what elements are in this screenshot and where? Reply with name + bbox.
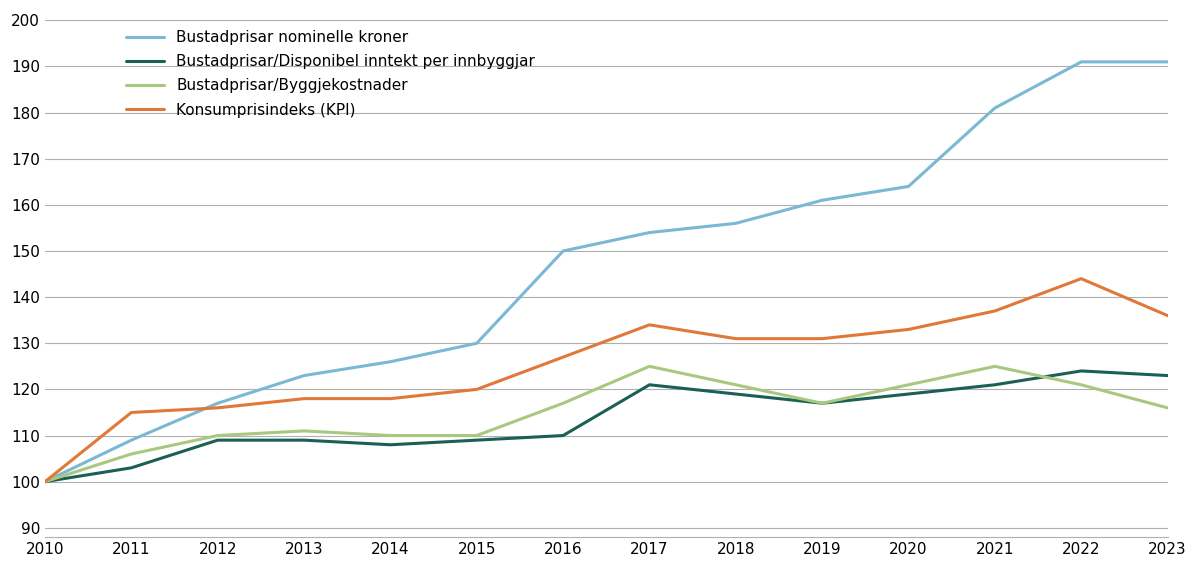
- Line: Bustadprisar/Disponibel inntekt per innbyggjar: Bustadprisar/Disponibel inntekt per innb…: [46, 371, 1168, 482]
- Bustadprisar/Disponibel inntekt per innbyggjar: [728, 391, 743, 398]
- Bustadprisar/Byggjekostnader: [125, 450, 139, 457]
- Bustadprisar/Byggjekostnader: [1161, 404, 1175, 411]
- Bustadprisar/Disponibel inntekt per innbyggjar: [642, 381, 657, 388]
- Konsumprisindeks (KPI): [38, 478, 53, 485]
- Bustadprisar nominelle kroner: [1161, 59, 1175, 65]
- Legend: Bustadprisar nominelle kroner, Bustadprisar/Disponibel inntekt per innbyggjar, B: Bustadprisar nominelle kroner, Bustadpri…: [120, 24, 541, 124]
- Bustadprisar/Disponibel inntekt per innbyggjar: [470, 437, 484, 444]
- Bustadprisar/Disponibel inntekt per innbyggjar: [211, 437, 225, 444]
- Konsumprisindeks (KPI): [815, 335, 829, 342]
- Bustadprisar/Byggjekostnader: [815, 400, 829, 407]
- Bustadprisar/Disponibel inntekt per innbyggjar: [987, 381, 1002, 388]
- Bustadprisar nominelle kroner: [987, 105, 1002, 111]
- Konsumprisindeks (KPI): [1161, 312, 1175, 319]
- Line: Konsumprisindeks (KPI): Konsumprisindeks (KPI): [46, 279, 1168, 482]
- Konsumprisindeks (KPI): [125, 409, 139, 416]
- Bustadprisar/Disponibel inntekt per innbyggjar: [901, 391, 915, 398]
- Bustadprisar nominelle kroner: [556, 248, 570, 254]
- Bustadprisar/Disponibel inntekt per innbyggjar: [1075, 367, 1089, 374]
- Bustadprisar/Byggjekostnader: [642, 363, 657, 370]
- Bustadprisar nominelle kroner: [728, 220, 743, 227]
- Bustadprisar/Byggjekostnader: [728, 381, 743, 388]
- Konsumprisindeks (KPI): [987, 307, 1002, 314]
- Konsumprisindeks (KPI): [642, 321, 657, 328]
- Bustadprisar nominelle kroner: [125, 437, 139, 444]
- Konsumprisindeks (KPI): [383, 395, 398, 402]
- Bustadprisar nominelle kroner: [642, 229, 657, 236]
- Bustadprisar/Byggjekostnader: [987, 363, 1002, 370]
- Line: Bustadprisar nominelle kroner: Bustadprisar nominelle kroner: [46, 62, 1168, 482]
- Bustadprisar nominelle kroner: [38, 478, 53, 485]
- Konsumprisindeks (KPI): [901, 326, 915, 333]
- Bustadprisar/Disponibel inntekt per innbyggjar: [38, 478, 53, 485]
- Bustadprisar/Byggjekostnader: [470, 432, 484, 439]
- Bustadprisar/Byggjekostnader: [297, 428, 311, 435]
- Konsumprisindeks (KPI): [1075, 275, 1089, 282]
- Konsumprisindeks (KPI): [211, 404, 225, 411]
- Bustadprisar/Byggjekostnader: [556, 400, 570, 407]
- Bustadprisar/Byggjekostnader: [38, 478, 53, 485]
- Bustadprisar/Disponibel inntekt per innbyggjar: [383, 441, 398, 448]
- Bustadprisar/Disponibel inntekt per innbyggjar: [297, 437, 311, 444]
- Konsumprisindeks (KPI): [470, 386, 484, 393]
- Bustadprisar/Byggjekostnader: [901, 381, 915, 388]
- Bustadprisar/Disponibel inntekt per innbyggjar: [815, 400, 829, 407]
- Line: Bustadprisar/Byggjekostnader: Bustadprisar/Byggjekostnader: [46, 366, 1168, 482]
- Bustadprisar/Disponibel inntekt per innbyggjar: [556, 432, 570, 439]
- Bustadprisar nominelle kroner: [297, 372, 311, 379]
- Bustadprisar/Byggjekostnader: [1075, 381, 1089, 388]
- Bustadprisar nominelle kroner: [901, 183, 915, 190]
- Konsumprisindeks (KPI): [728, 335, 743, 342]
- Bustadprisar nominelle kroner: [470, 340, 484, 346]
- Bustadprisar nominelle kroner: [211, 400, 225, 407]
- Bustadprisar nominelle kroner: [383, 358, 398, 365]
- Konsumprisindeks (KPI): [556, 354, 570, 361]
- Bustadprisar/Byggjekostnader: [383, 432, 398, 439]
- Bustadprisar nominelle kroner: [1075, 59, 1089, 65]
- Bustadprisar/Byggjekostnader: [211, 432, 225, 439]
- Bustadprisar/Disponibel inntekt per innbyggjar: [1161, 372, 1175, 379]
- Konsumprisindeks (KPI): [297, 395, 311, 402]
- Bustadprisar nominelle kroner: [815, 197, 829, 204]
- Bustadprisar/Disponibel inntekt per innbyggjar: [125, 465, 139, 471]
